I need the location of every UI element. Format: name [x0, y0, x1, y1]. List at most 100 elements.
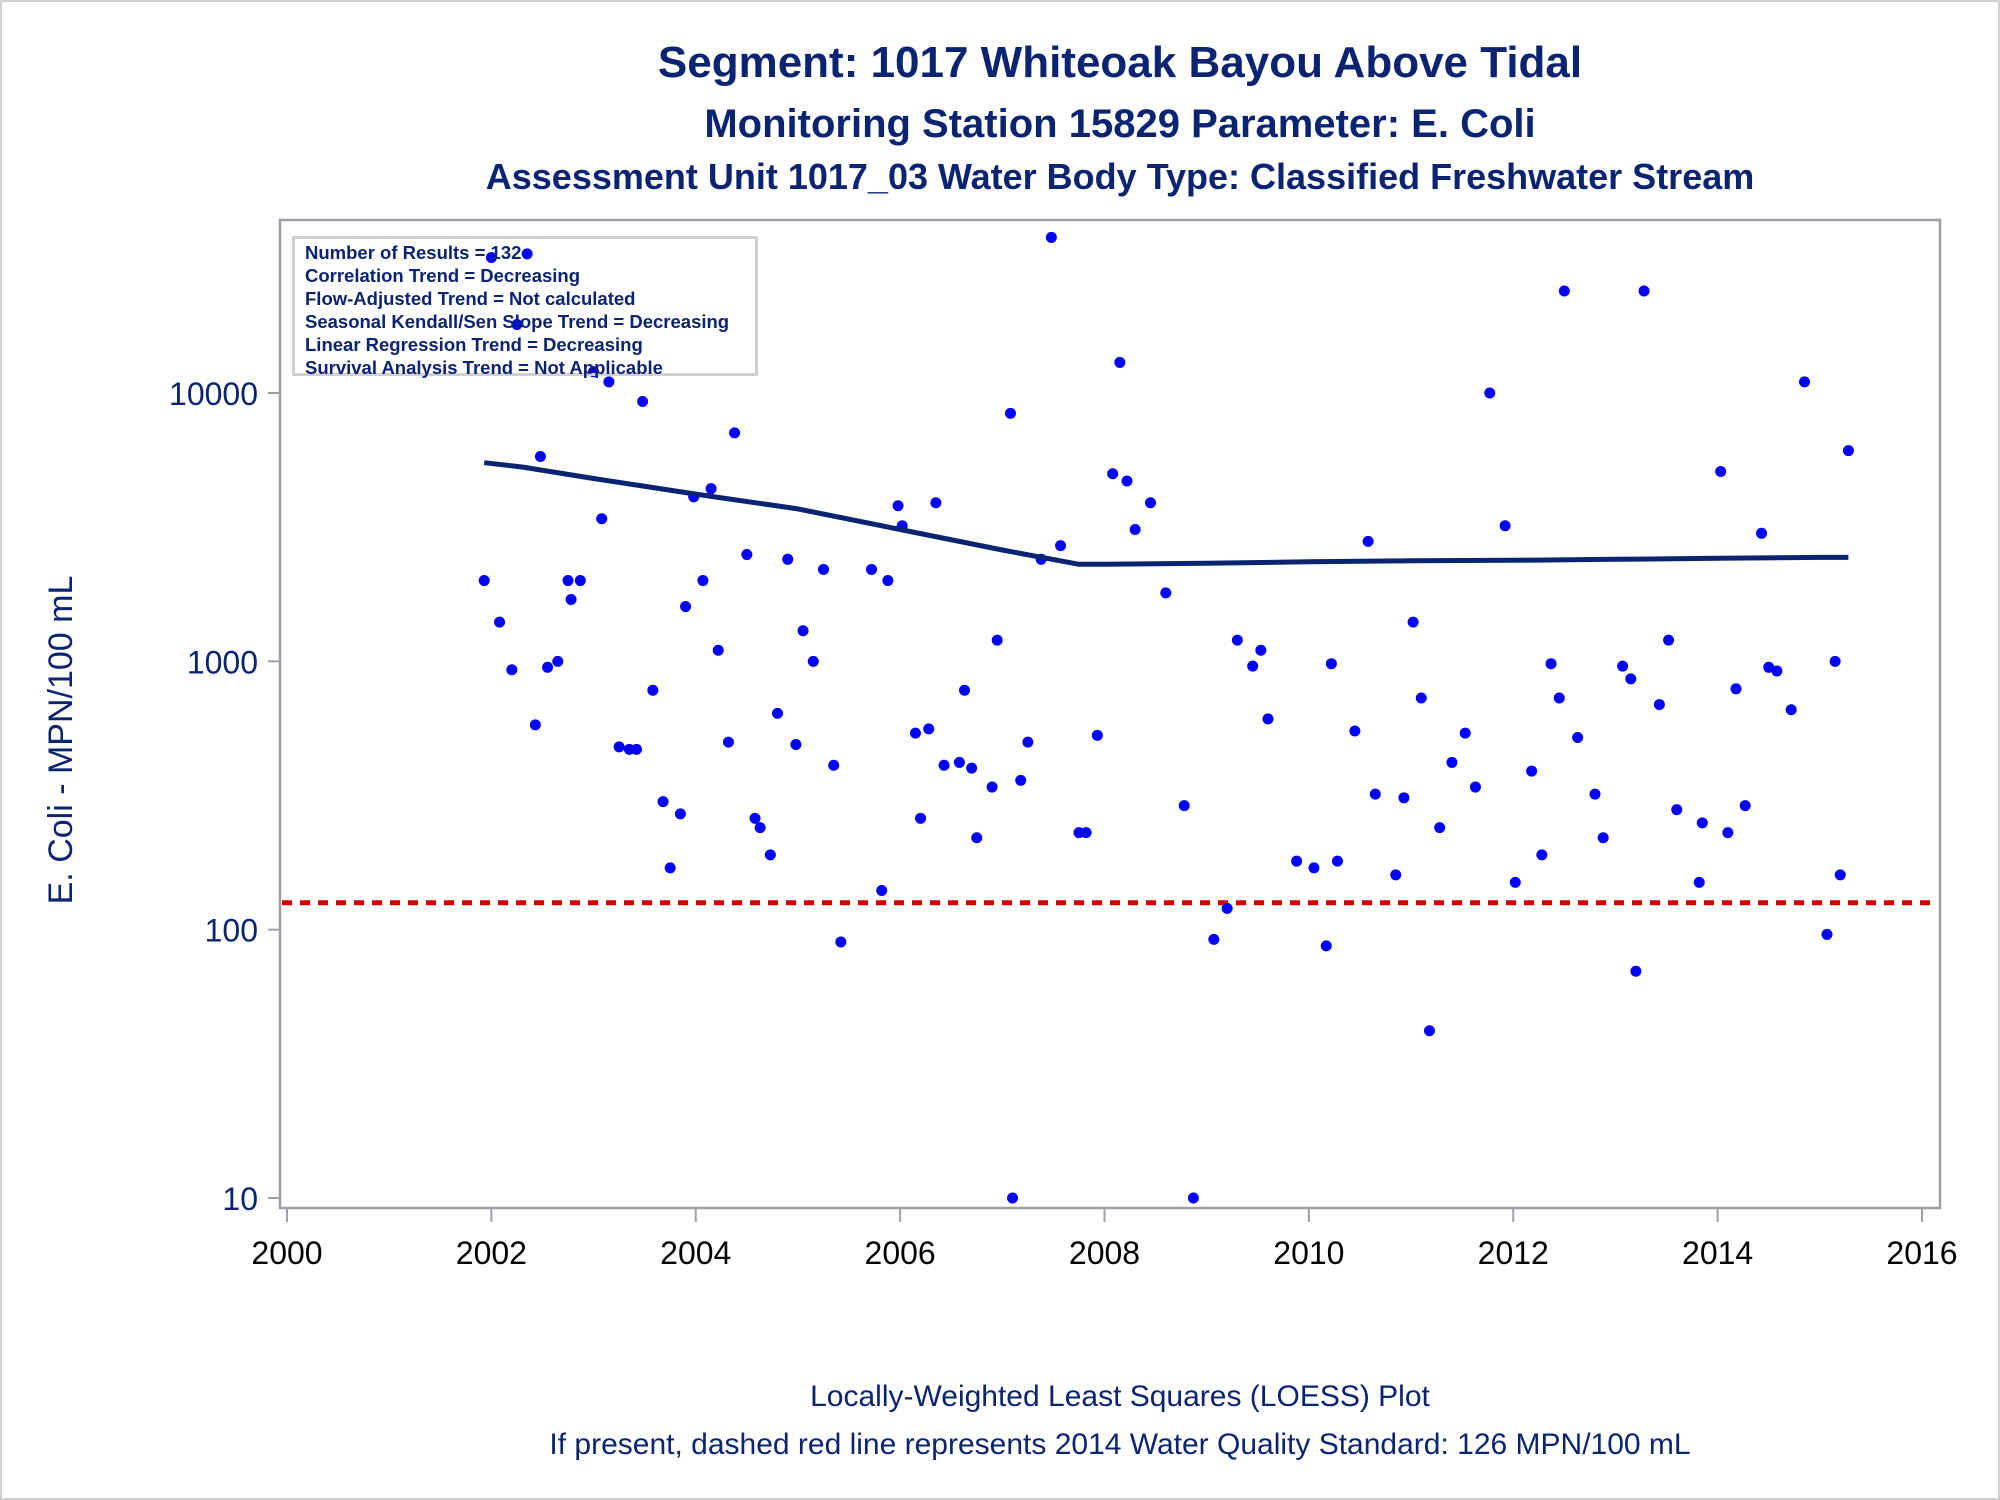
data-point: [1696, 817, 1708, 829]
data-point: [1663, 634, 1675, 646]
data-point: [521, 248, 533, 260]
data-point: [817, 563, 829, 575]
data-point: [1291, 855, 1303, 867]
data-point: [674, 808, 686, 820]
data-point: [1829, 655, 1841, 667]
y-tick-label-100: 100: [205, 913, 258, 949]
data-point: [697, 575, 709, 587]
data-point: [1572, 732, 1584, 744]
data-point: [1415, 692, 1427, 704]
data-point: [1129, 523, 1141, 535]
data-point: [1509, 876, 1521, 888]
data-point: [807, 655, 819, 667]
data-point: [772, 707, 783, 719]
data-point: [1558, 285, 1570, 297]
stats-flow-adjusted-trend: Flow-Adjusted Trend = Not calculated: [305, 288, 636, 309]
data-point: [1255, 644, 1267, 656]
data-point: [1308, 862, 1320, 874]
y-tick-label-1000: 1000: [187, 644, 258, 680]
data-point: [565, 593, 577, 605]
data-point: [1221, 902, 1233, 914]
data-point: [1187, 1192, 1199, 1204]
data-point: [1763, 661, 1775, 673]
y-tick-label-10000: 10000: [169, 376, 258, 412]
data-point: [797, 625, 809, 637]
data-point: [552, 655, 564, 667]
data-point: [1423, 1025, 1435, 1037]
footnote-loess: Locally-Weighted Least Squares (LOESS) P…: [810, 1380, 1430, 1413]
data-point: [1653, 699, 1665, 711]
data-point: [1715, 465, 1727, 477]
data-point: [657, 796, 669, 808]
data-point: [534, 450, 546, 462]
data-point: [938, 759, 950, 771]
data-point: [1004, 407, 1016, 419]
chart-subtitle: Monitoring Station 15829 Parameter: E. C…: [704, 102, 1536, 146]
data-point: [966, 762, 978, 774]
data-point: [790, 738, 802, 750]
data-point: [1114, 356, 1126, 368]
data-point: [1545, 658, 1557, 670]
data-point: [882, 575, 894, 587]
data-point: [1107, 468, 1119, 480]
data-point: [1208, 933, 1220, 945]
data-point: [478, 575, 490, 587]
data-point: [1730, 683, 1742, 695]
data-point: [1785, 704, 1797, 716]
data-point: [1045, 231, 1057, 243]
data-point: [1597, 832, 1609, 844]
data-point: [1160, 587, 1172, 599]
data-point: [1842, 445, 1854, 457]
data-point: [876, 884, 888, 896]
data-point: [542, 661, 554, 673]
data-point: [722, 736, 734, 748]
data-point: [603, 376, 615, 388]
data-point: [1325, 658, 1337, 670]
data-point: [1320, 940, 1332, 952]
data-point: [1630, 965, 1642, 977]
stats-correlation-trend: Correlation Trend = Decreasing: [305, 265, 581, 286]
x-tick-label-2008: 2008: [1069, 1235, 1140, 1271]
data-point: [986, 781, 998, 793]
data-point: [1398, 792, 1410, 804]
data-point: [1798, 376, 1810, 388]
data-point: [1638, 285, 1650, 297]
stats-box: Number of Results = 132 Correlation Tren…: [292, 236, 758, 378]
data-point: [680, 601, 692, 613]
data-point: [705, 483, 717, 495]
data-point: [741, 549, 753, 561]
data-point: [613, 741, 625, 753]
data-point: [1331, 855, 1343, 867]
data-point: [1446, 756, 1458, 768]
data-point: [1821, 928, 1833, 940]
data-point: [835, 936, 847, 948]
footnote-standard: If present, dashed red line represents 2…: [549, 1428, 1691, 1461]
data-point: [1022, 736, 1034, 748]
data-point: [1407, 616, 1419, 628]
data-point: [1390, 869, 1402, 881]
data-point: [1055, 540, 1067, 552]
data-point: [630, 743, 642, 755]
data-point: [664, 862, 676, 874]
data-point: [1369, 788, 1381, 800]
x-tick-label-2014: 2014: [1682, 1235, 1753, 1271]
plot-area-border: [278, 218, 1942, 1210]
data-point: [959, 684, 971, 696]
data-point: [1671, 804, 1683, 816]
data-point: [971, 832, 983, 844]
data-point: [1469, 781, 1481, 793]
data-point: [1144, 497, 1156, 509]
data-point: [562, 575, 574, 587]
data-point: [1499, 520, 1511, 532]
data-point: [729, 427, 741, 439]
data-point: [909, 727, 921, 739]
data-point: [1459, 727, 1471, 739]
data-point: [596, 513, 608, 525]
data-point: [1015, 774, 1027, 786]
data-point: [1693, 876, 1705, 888]
x-tick-label-2012: 2012: [1478, 1235, 1549, 1271]
data-point: [866, 563, 878, 575]
data-point: [1007, 1192, 1019, 1204]
